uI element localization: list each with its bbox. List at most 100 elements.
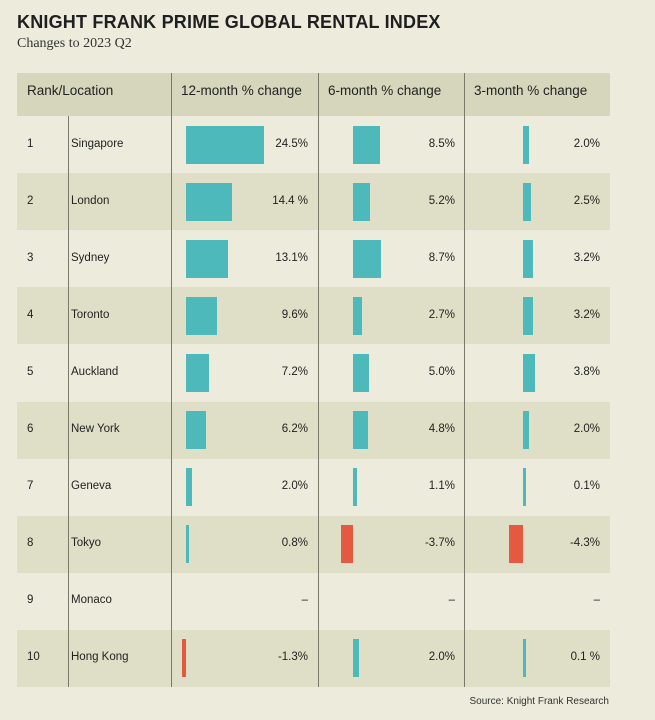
6-month-bar — [341, 525, 353, 564]
6-month-value-label: -3.7% — [424, 537, 455, 550]
location-label: London — [71, 194, 110, 207]
12-month-bar — [186, 353, 210, 392]
rank-label: 2 — [27, 194, 34, 207]
6-month-value-label: 4.8% — [428, 423, 455, 436]
location-label: Geneva — [71, 480, 112, 493]
header-6-month: 6-month % change — [328, 83, 442, 98]
6-month-bar — [353, 182, 370, 221]
6-month-bar — [353, 468, 357, 507]
location-label: Tokyo — [71, 537, 102, 550]
location-label: Singapore — [71, 137, 124, 150]
3-month-value-label: 2.5% — [573, 194, 600, 207]
source-note: Source: Knight Frank Research — [469, 696, 609, 707]
column-divider — [171, 73, 172, 687]
table-row: 7 Geneva 2.0% 1.1% 0.1% — [17, 458, 610, 516]
header-3-month: 3-month % change — [474, 83, 588, 98]
header-rank-location: Rank/Location — [27, 83, 114, 98]
column-divider — [318, 73, 319, 687]
6-month-value-label: – — [448, 594, 455, 607]
6-month-bar — [353, 639, 360, 678]
6-month-bar — [353, 125, 381, 164]
table-row: 10 Hong Kong -1.3% 2.0% 0.1 % — [17, 629, 610, 687]
chart-subtitle: Changes to 2023 Q2 — [17, 36, 132, 51]
rank-label: 1 — [27, 137, 34, 150]
12-month-value-label: 0.8% — [281, 537, 308, 550]
3-month-value-label: – — [593, 594, 600, 607]
table-row: 1 Singapore 24.5% 8.5% 2.0% — [17, 116, 610, 174]
6-month-bar — [353, 296, 362, 335]
6-month-value-label: 2.7% — [428, 308, 455, 321]
12-month-bar — [186, 125, 265, 164]
12-month-bar — [181, 639, 186, 678]
rank-label: 10 — [27, 651, 40, 664]
3-month-bar — [523, 239, 534, 278]
12-month-bar — [186, 468, 193, 507]
12-month-value-label: 24.5% — [275, 137, 308, 150]
12-month-value-label: 2.0% — [281, 480, 308, 493]
12-month-bar — [186, 239, 228, 278]
12-month-value-label: – — [301, 594, 308, 607]
6-month-value-label: 1.1% — [428, 480, 455, 493]
12-month-bar — [186, 182, 233, 221]
3-month-bar — [523, 296, 534, 335]
chart-title: KNIGHT FRANK PRIME GLOBAL RENTAL INDEX — [17, 12, 441, 32]
6-month-value-label: 8.5% — [428, 137, 455, 150]
location-label: Hong Kong — [71, 651, 129, 664]
12-month-value-label: 13.1% — [275, 251, 308, 264]
rental-index-table: Rank/Location 12-month % change 6-month … — [17, 73, 610, 687]
column-divider — [464, 73, 465, 687]
6-month-bar — [353, 239, 381, 278]
6-month-bar — [353, 411, 369, 450]
3-month-value-label: 0.1 % — [570, 651, 600, 664]
rank-label: 6 — [27, 423, 34, 436]
rank-label: 4 — [27, 308, 34, 321]
6-month-value-label: 2.0% — [428, 651, 455, 664]
location-label: Monaco — [71, 594, 112, 607]
location-label: New York — [71, 423, 120, 436]
3-month-value-label: 0.1% — [573, 480, 600, 493]
table-row: 5 Auckland 7.2% 5.0% 3.8% — [17, 344, 610, 402]
location-label: Auckland — [71, 365, 119, 378]
3-month-value-label: 2.0% — [573, 423, 600, 436]
3-month-value-label: 3.2% — [573, 251, 600, 264]
12-month-bar — [186, 296, 217, 335]
3-month-bar — [523, 639, 526, 678]
table-row: 2 London 14.4 % 5.2% 2.5% — [17, 173, 610, 231]
table-row: 6 New York 6.2% 4.8% 2.0% — [17, 401, 610, 459]
3-month-bar — [509, 525, 523, 564]
6-month-value-label: 8.7% — [428, 251, 455, 264]
table-header: Rank/Location 12-month % change 6-month … — [17, 73, 610, 116]
6-month-bar — [353, 353, 369, 392]
rank-label: 8 — [27, 537, 34, 550]
12-month-value-label: 6.2% — [281, 423, 308, 436]
12-month-value-label: 7.2% — [281, 365, 308, 378]
6-month-value-label: 5.2% — [428, 194, 455, 207]
rank-label: 5 — [27, 365, 34, 378]
rank-label: 9 — [27, 594, 34, 607]
table-row: 9 Monaco – – – — [17, 572, 610, 630]
12-month-value-label: 14.4 % — [272, 194, 308, 207]
rank-label: 3 — [27, 251, 34, 264]
3-month-value-label: -4.3% — [569, 537, 600, 550]
3-month-bar — [523, 468, 526, 507]
table-row: 4 Toronto 9.6% 2.7% 3.2% — [17, 287, 610, 345]
12-month-value-label: 9.6% — [281, 308, 308, 321]
header-12-month: 12-month % change — [181, 83, 302, 98]
location-label: Toronto — [71, 308, 110, 321]
3-month-value-label: 3.8% — [573, 365, 600, 378]
12-month-bar — [186, 411, 206, 450]
3-month-bar — [523, 125, 530, 164]
table-row: 8 Tokyo 0.8% -3.7% -4.3% — [17, 515, 610, 573]
3-month-value-label: 3.2% — [573, 308, 600, 321]
rank-divider — [68, 116, 69, 687]
3-month-value-label: 2.0% — [573, 137, 600, 150]
table-row: 3 Sydney 13.1% 8.7% 3.2% — [17, 230, 610, 288]
rank-label: 7 — [27, 480, 34, 493]
3-month-bar — [523, 411, 530, 450]
3-month-bar — [523, 182, 531, 221]
location-label: Sydney — [71, 251, 110, 264]
6-month-value-label: 5.0% — [428, 365, 455, 378]
12-month-bar — [186, 525, 189, 564]
3-month-bar — [523, 353, 536, 392]
12-month-value-label: -1.3% — [277, 651, 308, 664]
